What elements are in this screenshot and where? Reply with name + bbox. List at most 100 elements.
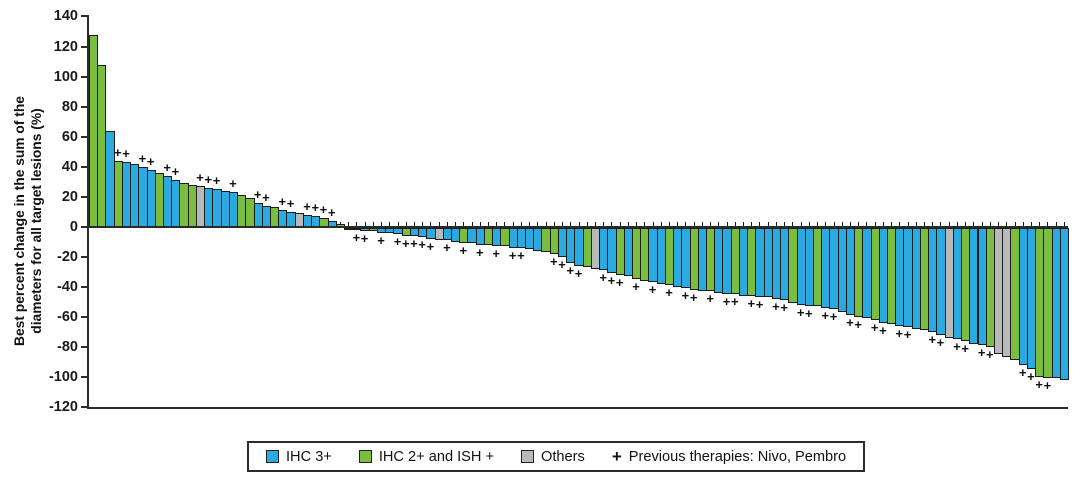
patient-axis-tick <box>899 222 901 226</box>
y-tick-label: -100 <box>48 369 78 386</box>
patient-axis-tick <box>948 222 950 226</box>
prior-therapy-plus-marker: + <box>138 150 147 166</box>
patient-axis-tick <box>710 222 712 226</box>
prior-therapy-plus-marker: + <box>146 153 155 169</box>
prior-therapy-plus-marker: + <box>829 309 838 325</box>
patient-axis-tick <box>446 222 448 226</box>
patient-axis-tick <box>430 222 432 226</box>
patient-axis-tick <box>488 222 489 226</box>
bar <box>1059 228 1069 380</box>
prior-therapy-plus-marker: + <box>936 334 945 350</box>
prior-therapy-plus-marker: + <box>772 298 780 314</box>
patient-axis-tick <box>413 222 415 226</box>
patient-axis-tick <box>915 222 917 226</box>
prior-therapy-plus-marker: + <box>262 189 270 205</box>
patient-axis-tick <box>422 222 424 226</box>
plus-marker-icon: + <box>611 446 622 466</box>
patient-axis-tick <box>989 222 991 226</box>
patient-axis-tick <box>619 222 621 226</box>
y-tick-label: -40 <box>57 279 78 296</box>
prior-therapy-plus-marker: + <box>615 274 624 290</box>
prior-therapy-plus-marker: + <box>722 294 731 310</box>
patient-axis-tick <box>956 222 958 226</box>
patient-axis-tick <box>981 222 983 226</box>
patient-axis-tick <box>455 222 457 226</box>
prior-therapy-plus-marker: + <box>286 195 295 211</box>
legend-item-previous-therapies: + Previous therapies: Nivo, Pembro <box>611 446 847 466</box>
patient-axis-tick <box>808 222 810 226</box>
patient-axis-tick <box>1006 222 1008 226</box>
y-tick <box>81 406 88 409</box>
bottom-axis-line <box>88 407 1068 409</box>
patient-axis-tick <box>356 222 358 226</box>
prior-therapy-plus-marker: + <box>401 235 410 251</box>
prior-therapy-plus-marker: + <box>706 291 714 307</box>
y-tick <box>81 105 88 108</box>
patient-axis-tick <box>998 222 1000 226</box>
patient-axis-tick <box>891 222 893 226</box>
patient-axis-tick <box>866 222 868 226</box>
prior-therapy-plus-marker: + <box>607 273 616 289</box>
patient-axis-tick <box>693 222 695 226</box>
patient-axis-tick <box>817 222 819 226</box>
prior-therapy-plus-marker: + <box>846 315 854 331</box>
y-tick <box>81 195 88 198</box>
prior-therapy-plus-marker: + <box>352 229 361 245</box>
legend-label-others: Others <box>541 448 585 465</box>
patient-axis-tick <box>973 222 975 226</box>
y-tick <box>81 75 88 78</box>
patient-axis-tick <box>611 222 613 226</box>
patient-axis-tick <box>833 222 835 226</box>
patient-axis-tick <box>825 222 827 226</box>
patient-axis-tick <box>364 222 366 226</box>
patient-axis-tick <box>644 222 646 226</box>
prior-therapy-plus-marker: + <box>492 246 501 262</box>
y-tick-label: -60 <box>57 309 78 326</box>
patient-axis-tick <box>932 222 934 226</box>
patient-axis-tick <box>479 222 481 226</box>
y-tick-label: 120 <box>53 38 78 55</box>
y-tick-label: 60 <box>61 128 78 145</box>
patient-axis-tick <box>767 222 769 226</box>
patient-axis-tick <box>1014 222 1016 226</box>
patient-axis-tick <box>627 222 629 226</box>
legend-item-ihc3: IHC 3+ <box>266 449 332 465</box>
zero-baseline <box>88 226 1068 228</box>
y-tick <box>81 316 88 319</box>
patient-axis-tick <box>660 222 662 226</box>
legend-label-previous-therapies: Previous therapies: Nivo, Pembro <box>628 448 847 465</box>
prior-therapy-plus-marker: + <box>1018 364 1027 380</box>
y-tick-label: -80 <box>57 339 78 356</box>
prior-therapy-plus-marker: + <box>418 237 426 253</box>
patient-axis-tick <box>512 222 514 226</box>
prior-therapy-plus-marker: + <box>780 300 788 316</box>
prior-therapy-plus-marker: + <box>163 159 171 175</box>
patient-axis-tick <box>775 222 777 226</box>
patient-axis-tick <box>1039 222 1041 226</box>
prior-therapy-plus-marker: + <box>879 322 887 338</box>
prior-therapy-plus-marker: + <box>204 171 213 187</box>
prior-therapy-plus-marker: + <box>212 173 221 189</box>
patient-axis-tick <box>471 222 473 226</box>
prior-therapy-plus-marker: + <box>410 235 418 251</box>
patient-axis-tick <box>965 222 967 226</box>
patient-axis-tick <box>603 222 605 226</box>
y-tick <box>81 346 88 349</box>
patient-axis-tick <box>924 222 926 226</box>
y-tick-label: 20 <box>61 188 78 205</box>
prior-therapy-plus-marker: + <box>574 265 583 281</box>
patient-axis-tick <box>537 222 539 226</box>
patient-axis-tick <box>734 222 736 226</box>
patient-axis-tick <box>841 222 843 226</box>
prior-therapy-plus-marker: + <box>903 327 912 343</box>
ihc3-swatch-icon <box>266 450 279 463</box>
patient-axis-tick <box>874 222 876 226</box>
prior-therapy-plus-marker: + <box>122 146 130 162</box>
prior-therapy-plus-marker: + <box>327 204 336 220</box>
prior-therapy-plus-marker: + <box>113 144 122 160</box>
patient-axis-tick <box>759 222 761 226</box>
prior-therapy-plus-marker: + <box>229 176 237 192</box>
y-tick-label: 0 <box>69 219 78 235</box>
patient-axis-tick <box>520 222 522 226</box>
